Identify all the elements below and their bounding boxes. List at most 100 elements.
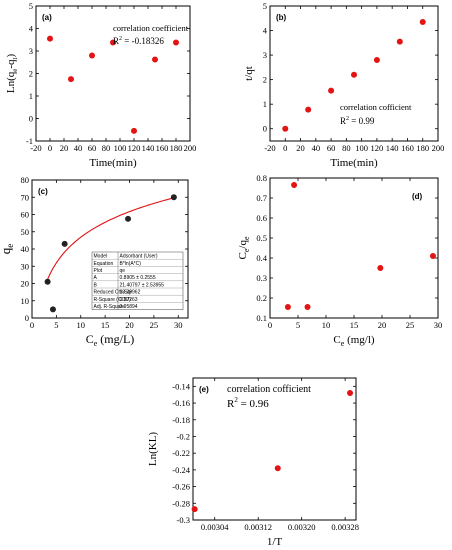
panel-label: (d) — [412, 192, 423, 201]
x-tick-label: 200 — [184, 143, 197, 153]
x-tick-label: 140 — [142, 143, 155, 153]
x-tick-label: 160 — [401, 143, 414, 153]
table-value: B*ln(A*C) — [120, 261, 142, 267]
y-axis-title-part: e — [242, 248, 251, 252]
data-point — [347, 390, 354, 397]
x-tick-label: 20 — [125, 320, 134, 330]
data-point — [49, 306, 56, 313]
annotation-correlation: correlation coefficient — [113, 23, 189, 33]
x-axis-title-part: C — [333, 334, 340, 346]
plot-frame — [269, 5, 439, 142]
y-tick-label: -0.18 — [172, 415, 190, 425]
y-tick-label: 3 — [29, 46, 33, 56]
y-tick-label: 4 — [29, 24, 34, 34]
table-key: Model — [94, 254, 108, 260]
x-tick-label: 0.00320 — [288, 522, 316, 532]
annotation-r2: R2 = 0.99 — [340, 116, 375, 126]
y-tick-label: -0.16 — [172, 398, 190, 408]
x-tick-label: 180 — [170, 143, 183, 153]
x-tick-label: 25 — [150, 320, 159, 330]
table-value: 21.40797 ± 2.53955 — [120, 282, 165, 288]
x-tick-label: 20 — [60, 143, 69, 153]
y-axis-title-part: C — [237, 252, 249, 259]
y-axis-title-part: Ln(q — [5, 71, 17, 93]
y-tick-label: 0 — [25, 313, 29, 323]
data-point — [351, 71, 357, 78]
y-axis-title-part: e — [242, 236, 251, 240]
data-point — [47, 35, 53, 42]
x-axis-title: Ce (mg/L) — [86, 332, 135, 348]
y-tick-label: 1 — [29, 91, 33, 101]
x-tick-label: 15 — [101, 320, 110, 330]
x-tick-label: 80 — [342, 143, 351, 153]
table-key: Adj. R-Square — [94, 304, 126, 310]
y-axis-title: Ln(qe-qt) — [5, 54, 19, 94]
table-key: A — [94, 275, 98, 281]
data-point — [170, 194, 177, 201]
x-tick-label: 80 — [102, 143, 111, 153]
annotation-correlation: correlation cofficient — [227, 384, 311, 395]
x-tick-label: 60 — [88, 143, 97, 153]
y-axis-title: qe — [0, 244, 15, 255]
y-tick-label: 0.2 — [256, 293, 267, 303]
x-axis-title-part: e — [94, 339, 98, 348]
panel-c: 0 5 10 15 20 25 30 0 10 20 30 40 50 60 70 80 (c) Model Ads… — [0, 175, 189, 348]
data-point — [304, 304, 311, 310]
x-axis-title-part: 1/T — [267, 536, 283, 548]
annotation-r2: R2 = -0.18326 — [113, 36, 164, 46]
x-tick-label: 25 — [406, 320, 415, 330]
x-tick-label: 20 — [296, 143, 305, 153]
table-value: qe — [120, 268, 126, 274]
x-tick-label: 140 — [386, 143, 399, 153]
y-tick-label: -0.2 — [177, 431, 190, 441]
data-point — [282, 125, 289, 132]
data-point — [191, 506, 198, 513]
x-tick-label: -20 — [264, 143, 275, 153]
y-axis-title-part: /q — [237, 240, 249, 249]
x-tick-label: 200 — [432, 143, 445, 153]
y-tick-label: 0 — [29, 114, 33, 124]
table-value: 18.39962 — [120, 290, 141, 296]
x-tick-label: 10 — [322, 320, 331, 330]
x-axis-title-part: e — [341, 339, 345, 348]
y-axis-title-part: t/qt — [243, 66, 255, 81]
y-tick-label: 0 — [263, 124, 267, 134]
y-axis-title: Ce/qe — [237, 236, 251, 259]
y-tick-label: 0.7 — [256, 193, 267, 203]
y-axis-title-part: t — [11, 57, 19, 59]
y-tick-label: 5 — [263, 1, 267, 11]
x-tick-label: 40 — [312, 143, 321, 153]
y-tick-label: 40 — [21, 244, 30, 254]
y-tick-label: 80 — [21, 175, 30, 185]
x-tick-label: 5 — [296, 320, 300, 330]
data-point — [152, 56, 158, 63]
x-axis-title-part: Time(min) — [330, 157, 378, 169]
data-point — [429, 253, 436, 259]
x-tick-label: 30 — [434, 320, 443, 330]
y-tick-label: -1 — [26, 136, 33, 146]
panel-label: (b) — [276, 13, 287, 22]
y-tick-label: 60 — [21, 210, 30, 220]
x-tick-label: 100 — [355, 143, 368, 153]
data-point — [89, 52, 95, 59]
x-tick-label: 30 — [174, 320, 183, 330]
y-tick-label: 0.1 — [256, 313, 267, 323]
y-tick-label: 70 — [21, 192, 30, 202]
panel-e: 0.00304 0.00312 0.00320 0.00328 -0.3 -0.28 -0.… — [147, 377, 359, 548]
table-key: Equation — [94, 261, 114, 267]
y-tick-label: 0.4 — [256, 253, 267, 263]
y-tick-label: 20 — [21, 279, 30, 289]
y-axis-title-part: e — [11, 69, 19, 72]
x-tick-label: 160 — [156, 143, 169, 153]
y-tick-label: 50 — [21, 227, 30, 237]
y-axis-title-part: -q — [5, 59, 17, 69]
fit-curve — [47, 197, 174, 280]
data-point — [328, 87, 335, 94]
data-point — [274, 465, 281, 472]
y-tick-label: 0.6 — [256, 213, 267, 223]
x-axis-title-part: (mg/l) — [344, 334, 375, 346]
y-tick-label: -0.26 — [172, 482, 190, 492]
data-point — [173, 39, 179, 46]
x-tick-label: 10 — [77, 320, 86, 330]
